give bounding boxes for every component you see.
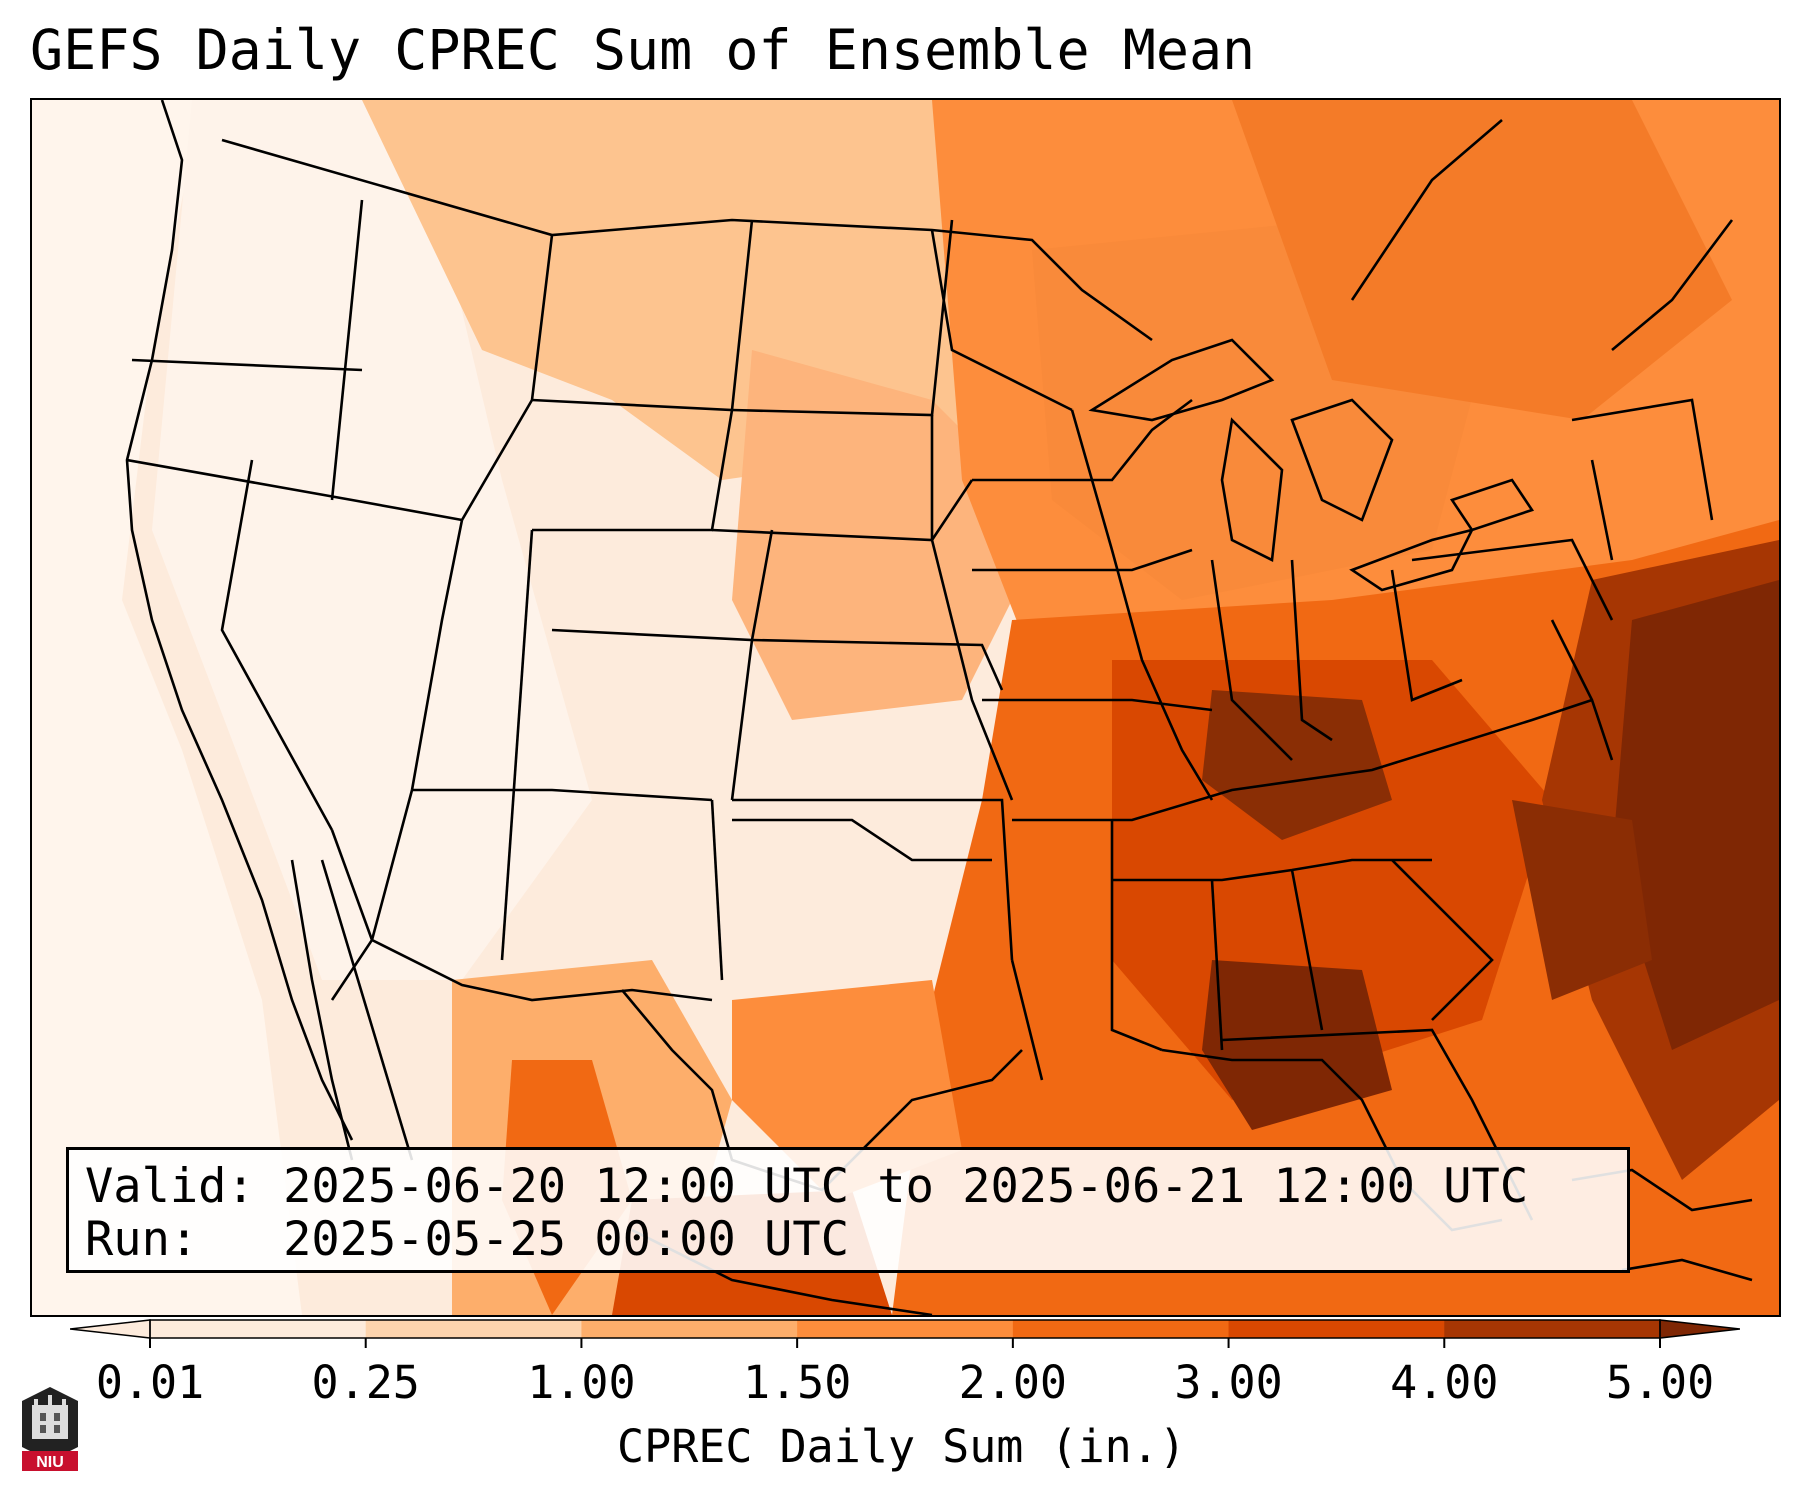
colorbar-tick-label: 1.00	[527, 1356, 636, 1409]
colorbar-segment	[365, 1320, 582, 1338]
colorbar-tick-label: 2.00	[958, 1356, 1068, 1409]
colorbar-tick-label: 4.00	[1390, 1356, 1499, 1409]
colorbar-tick-label: 0.01	[95, 1356, 205, 1409]
niu-logo-icon: NIU	[22, 1387, 78, 1471]
map-title: GEFS Daily CPREC Sum of Ensemble Mean	[30, 18, 1256, 82]
colorbar-segment	[1012, 1320, 1230, 1338]
colorbar-label: CPREC Daily Sum (in.)	[617, 1420, 1186, 1473]
colorbar-segment	[1228, 1320, 1445, 1338]
colorbar-tick-label: 1.50	[742, 1356, 852, 1409]
colorbar-tick-label: 5.00	[1605, 1356, 1715, 1409]
precip-field	[32, 100, 1779, 1315]
niu-logo-text: NIU	[36, 1454, 64, 1471]
colorbar-extend-right	[1659, 1319, 1740, 1339]
colorbar	[70, 1319, 1740, 1348]
valid-time-line: Valid: 2025-06-20 12:00 UTC to 2025-06-2…	[85, 1159, 1529, 1214]
valid-run-info-box: Valid: 2025-06-20 12:00 UTC to 2025-06-2…	[66, 1147, 1630, 1273]
run-time-line: Run: 2025-05-25 00:00 UTC	[85, 1212, 850, 1267]
colorbar-segment	[1444, 1320, 1661, 1338]
colorbar-segment	[581, 1320, 798, 1338]
colorbar-outline	[149, 1319, 1661, 1339]
colorbar-segment	[150, 1320, 367, 1338]
precipitation-map	[30, 98, 1781, 1317]
colorbar-segment	[797, 1320, 1014, 1338]
colorbar-tick-label: 3.00	[1174, 1356, 1283, 1409]
colorbar-extend-left	[70, 1319, 151, 1339]
state-boundaries	[125, 100, 1753, 1315]
colorbar-tick-label: 0.25	[311, 1356, 420, 1409]
